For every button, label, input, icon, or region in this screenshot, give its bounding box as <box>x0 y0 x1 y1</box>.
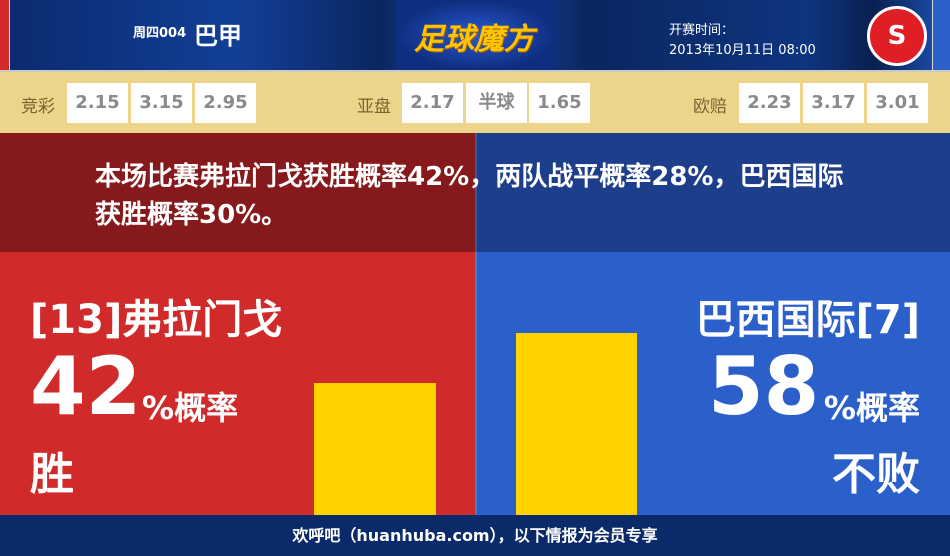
probability-summary: 本场比赛弗拉门戈获胜概率42%，两队战平概率28%，巴西国际获胜概率30%。 <box>95 162 844 230</box>
away-probability-bar <box>516 333 637 515</box>
jingcai-label: 竞彩 <box>21 97 55 117</box>
odds-value: 2.95 <box>195 83 256 123</box>
away-logo-strip <box>932 0 950 70</box>
app-logo: 足球魔方 <box>414 22 534 57</box>
odds-value: 2.23 <box>739 83 800 123</box>
kickoff-time: 2013年10月11日 08:00 <box>669 43 816 58</box>
home-probability-bar <box>314 383 436 515</box>
odds-value: 半球 <box>466 83 527 123</box>
oupei-label: 欧赔 <box>693 97 727 117</box>
home-percent-unit: %概率 <box>142 389 239 427</box>
home-outcome: 胜 <box>30 449 74 500</box>
league-name: 巴甲 <box>194 22 242 50</box>
odds-value: 3.01 <box>867 83 928 123</box>
odds-value: 2.15 <box>67 83 128 123</box>
home-team-name: [13]弗拉门戈 <box>30 297 283 343</box>
home-logo-strip <box>0 0 10 70</box>
odds-value: 2.17 <box>402 83 463 123</box>
away-percent: 58 <box>708 340 820 433</box>
odds-value: 1.65 <box>529 83 590 123</box>
weekday-code: 周四004 <box>133 26 187 41</box>
logo-area <box>396 0 556 70</box>
away-outcome: 不败 <box>832 449 920 500</box>
odds-bar: 竞彩 2.15 3.15 2.95 亚盘 2.17 半球 1.65 欧赔 2.2… <box>0 70 950 133</box>
home-percent: 42 <box>30 340 142 433</box>
footer-notice: 欢呼吧（huanhuba.com），以下情报为会员专享 <box>0 515 950 556</box>
summary-band-away <box>475 133 950 252</box>
away-team-name: 巴西国际[7] <box>695 297 920 343</box>
odds-value: 3.17 <box>803 83 864 123</box>
away-team-crest-icon: S <box>867 6 927 66</box>
odds-value: 3.15 <box>131 83 192 123</box>
kickoff-label: 开赛时间： <box>669 23 735 38</box>
summary-band-home <box>0 133 475 252</box>
yapan-label: 亚盘 <box>357 97 391 117</box>
away-percent-unit: %概率 <box>823 389 920 427</box>
